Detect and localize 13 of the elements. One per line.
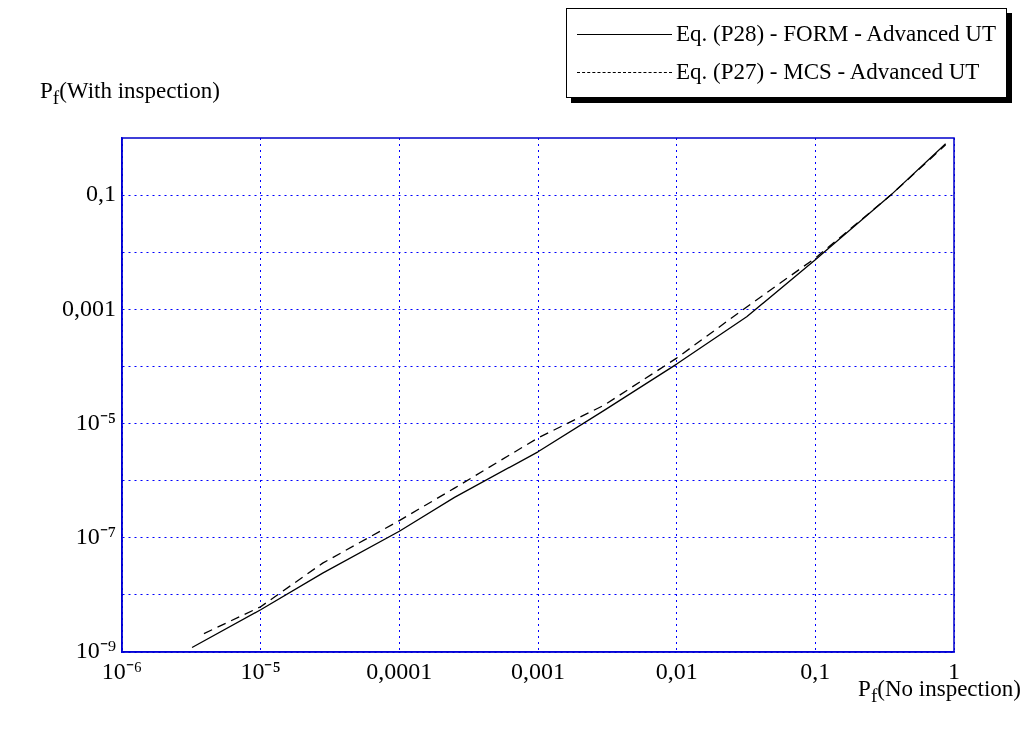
x-tick-label: 0,01 [655, 657, 698, 684]
y-tick-label: 0,001 [62, 294, 116, 321]
legend-label: Eq. (P28) - FORM - Advanced UT [675, 21, 996, 47]
x-tick-label: 0,0001 [366, 657, 433, 684]
y-tick-label: 10⁻⁷ [75, 523, 116, 550]
y-axis-title: P$_{f}$(With inspection) [40, 78, 220, 109]
x-tick-label: 0,001 [511, 657, 565, 684]
x-tick-label: 1 [948, 657, 960, 684]
x-tick-label: 0,1 [800, 657, 831, 684]
y-tick-label: 10⁻⁵ [75, 408, 116, 435]
y-tick-label: 0,1 [86, 180, 116, 207]
legend-label: Eq. (P27) - MCS - Advanced UT [675, 59, 980, 85]
x-tick-label: 10⁻⁵ [240, 657, 281, 684]
